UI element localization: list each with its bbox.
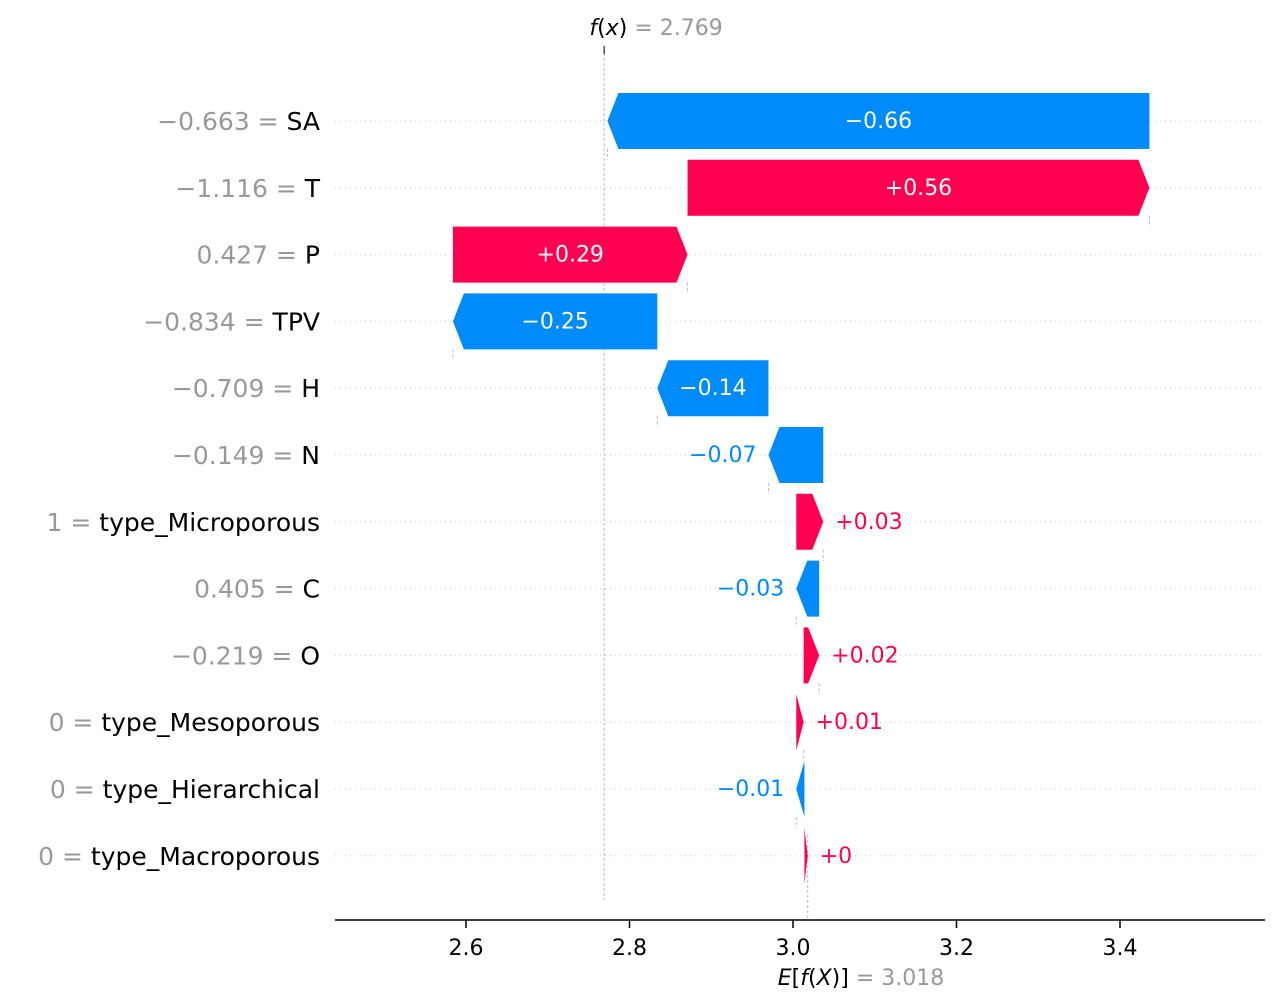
bars: −0.66 +0.56 +0.29 −0.25 −0.14 −0.07 +0.03 −0.03… <box>452 93 1150 884</box>
feature-name: T <box>304 174 321 203</box>
x-tick-label: 3.0 <box>776 936 811 961</box>
bar-value-label: +0.02 <box>831 643 898 668</box>
feature-value: −0.709 = <box>172 374 301 403</box>
feature-label: 0.427 = P <box>197 241 321 270</box>
bar-SA <box>607 93 1150 149</box>
feature-value: −0.834 = <box>143 307 272 336</box>
connector-lines <box>452 46 1150 920</box>
bar-value-label: +0 <box>820 844 852 869</box>
feature-name: type_Macroporous <box>91 842 320 871</box>
bar-type_Hierarchical <box>796 761 805 817</box>
bar-value-label: −0.01 <box>717 777 784 802</box>
feature-name: P <box>305 241 320 270</box>
feature-name: N <box>301 441 320 470</box>
bar-H <box>657 360 769 417</box>
fx-value: = 2.769 <box>627 16 722 41</box>
bar-P <box>452 226 688 283</box>
bar-C <box>796 560 820 617</box>
bar-type_Microporous <box>796 493 824 550</box>
feature-label: 0 = type_Hierarchical <box>50 775 320 804</box>
feature-value: 0.405 = <box>194 575 302 604</box>
feature-label: −0.219 = O <box>171 641 320 670</box>
bar-value-label: −0.07 <box>689 443 756 468</box>
feature-labels: −0.663 = SA −1.116 = T 0.427 = P −0.834 = T… <box>38 107 321 871</box>
ex-label: E[f(X)] = 3.018 <box>778 966 945 991</box>
feature-value: 0 = <box>49 708 102 737</box>
feature-value: −1.116 = <box>175 174 304 203</box>
feature-value: 1 = <box>47 508 100 537</box>
feature-label: −0.149 = N <box>172 441 320 470</box>
feature-label: −0.709 = H <box>172 374 320 403</box>
ex-value: = 3.018 <box>849 966 944 991</box>
bar-O <box>803 627 820 684</box>
bar-value-label: +0.29 <box>537 243 604 268</box>
feature-value: −0.663 = <box>157 107 286 136</box>
feature-label: −1.116 = T <box>175 174 320 203</box>
bar-TPV <box>452 293 658 350</box>
feature-label: 1 = type_Microporous <box>47 508 320 537</box>
bar-value-label: −0.14 <box>679 376 746 401</box>
feature-value: 0.427 = <box>197 241 305 270</box>
x-tick-label: 3.4 <box>1103 936 1138 961</box>
x-tick-label: 2.6 <box>449 936 484 961</box>
feature-value: 0 = <box>38 842 91 871</box>
feature-name: C <box>303 575 320 604</box>
feature-label: −0.663 = SA <box>157 107 320 136</box>
bar-value-label: −0.66 <box>845 109 912 134</box>
bar-value-label: −0.25 <box>521 309 588 334</box>
bar-value-label: +0.03 <box>835 510 902 535</box>
feature-value: −0.149 = <box>172 441 301 470</box>
feature-name: SA <box>287 107 320 136</box>
x-tick-label: 3.2 <box>939 936 974 961</box>
feature-label: 0 = type_Mesoporous <box>49 708 320 737</box>
feature-label: −0.834 = TPV <box>143 307 320 336</box>
bar-value-label: −0.03 <box>717 577 784 602</box>
feature-value: −0.219 = <box>171 641 300 670</box>
feature-label: 0.405 = C <box>194 575 320 604</box>
feature-name: type_Hierarchical <box>103 775 320 804</box>
bar-value-label: +0.01 <box>816 710 883 735</box>
feature-value: 0 = <box>50 775 103 804</box>
x-tick-label: 2.8 <box>612 936 647 961</box>
feature-name: H <box>301 374 320 403</box>
bar-T <box>687 159 1150 216</box>
feature-name: O <box>300 641 320 670</box>
bar-value-label: +0.56 <box>885 176 952 201</box>
bar-type_Mesoporous <box>796 694 804 751</box>
feature-name: TPV <box>272 307 320 336</box>
bar-N <box>768 427 824 483</box>
feature-name: type_Mesoporous <box>101 708 320 737</box>
x-axis: 2.6 2.8 3.0 3.2 3.4 <box>335 919 1265 961</box>
feature-label: 0 = type_Macroporous <box>38 842 320 871</box>
feature-name: type_Microporous <box>99 508 320 537</box>
bar-type_Macroporous <box>804 827 808 884</box>
fx-label: f(x) = 2.769 <box>589 16 722 41</box>
